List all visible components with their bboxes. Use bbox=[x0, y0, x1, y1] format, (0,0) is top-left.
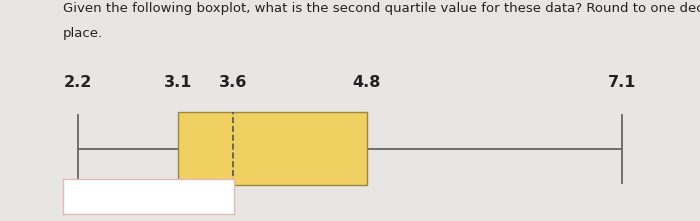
Text: 2.2: 2.2 bbox=[64, 75, 92, 90]
Text: 7.1: 7.1 bbox=[608, 75, 636, 90]
Text: 3.6: 3.6 bbox=[219, 75, 248, 90]
Text: 3.1: 3.1 bbox=[164, 75, 192, 90]
Text: place.: place. bbox=[63, 27, 103, 40]
Text: 4.8: 4.8 bbox=[353, 75, 381, 90]
Bar bbox=[178, 112, 367, 185]
Text: Given the following boxplot, what is the second quartile value for these data? R: Given the following boxplot, what is the… bbox=[63, 2, 700, 15]
